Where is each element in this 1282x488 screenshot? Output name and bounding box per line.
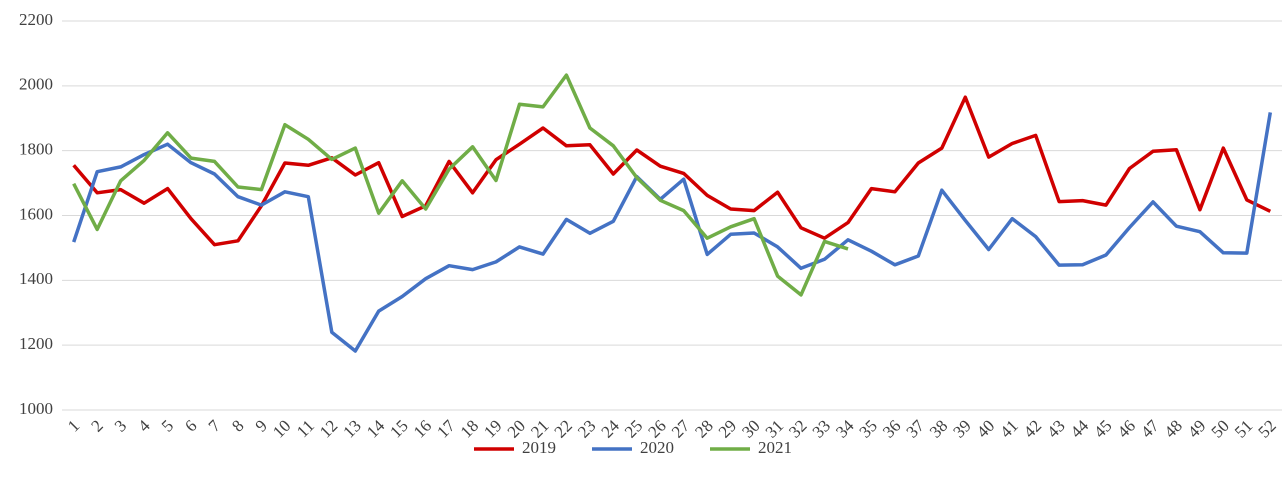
x-tick-label: 39 (949, 416, 974, 441)
x-tick-label: 47 (1137, 416, 1163, 442)
y-tick-label: 2000 (19, 75, 53, 94)
y-tick-label: 1200 (19, 334, 53, 353)
x-tick-label: 49 (1184, 416, 1209, 441)
y-tick-label: 1600 (19, 204, 53, 223)
x-tick-label: 29 (715, 416, 740, 441)
x-tick-label: 12 (316, 416, 341, 441)
x-tick-label: 1 (64, 416, 83, 435)
series-line (72, 73, 849, 297)
x-tick-label: 6 (181, 416, 200, 435)
x-tick-label: 3 (111, 416, 130, 435)
x-tick-label: 34 (832, 416, 858, 442)
y-tick-label: 1000 (19, 399, 53, 418)
x-tick-label: 50 (1207, 416, 1232, 441)
series-line (72, 95, 1272, 247)
x-tick-label: 13 (339, 416, 364, 441)
x-tick-label: 11 (293, 416, 318, 441)
x-tick-label: 46 (1114, 416, 1139, 441)
series-line (72, 112, 1273, 353)
x-tick-label: 44 (1067, 416, 1093, 442)
x-tick-label: 28 (691, 416, 716, 441)
x-tick-label: 10 (269, 416, 294, 441)
x-tick-label: 51 (1231, 416, 1256, 441)
x-tick-label: 9 (252, 416, 271, 435)
x-tick-label: 17 (433, 416, 459, 442)
x-tick-label: 33 (809, 416, 834, 441)
x-tick-label: 35 (856, 416, 881, 441)
x-tick-label: 52 (1254, 416, 1279, 441)
x-tick-label: 4 (134, 416, 154, 436)
legend-label: 2019 (522, 438, 556, 457)
x-tick-label: 24 (597, 416, 623, 442)
x-tick-label: 23 (574, 416, 599, 441)
x-tick-label: 2 (87, 416, 106, 435)
y-tick-label: 1800 (19, 140, 53, 159)
x-tick-label: 43 (1043, 416, 1068, 441)
x-tick-label: 48 (1161, 416, 1186, 441)
x-tick-label: 19 (480, 416, 505, 441)
y-tick-label: 2200 (19, 10, 53, 29)
x-tick-label: 38 (926, 416, 951, 441)
x-tick-label: 14 (363, 416, 389, 442)
x-tick-label: 7 (205, 416, 225, 436)
x-tick-label: 5 (158, 416, 177, 435)
x-tick-label: 18 (457, 416, 482, 441)
x-tick-label: 37 (902, 416, 928, 442)
x-tick-label: 45 (1090, 416, 1115, 441)
y-tick-label: 1400 (19, 269, 53, 288)
x-tick-label: 15 (386, 416, 411, 441)
x-tick-label: 40 (973, 416, 998, 441)
legend-label: 2020 (640, 438, 674, 457)
x-tick-label: 42 (1020, 416, 1045, 441)
legend-label: 2021 (758, 438, 792, 457)
x-tick-label: 36 (879, 416, 904, 441)
x-tick-label: 41 (996, 416, 1021, 441)
x-tick-label: 16 (410, 416, 435, 441)
x-tick-label: 8 (228, 416, 247, 435)
